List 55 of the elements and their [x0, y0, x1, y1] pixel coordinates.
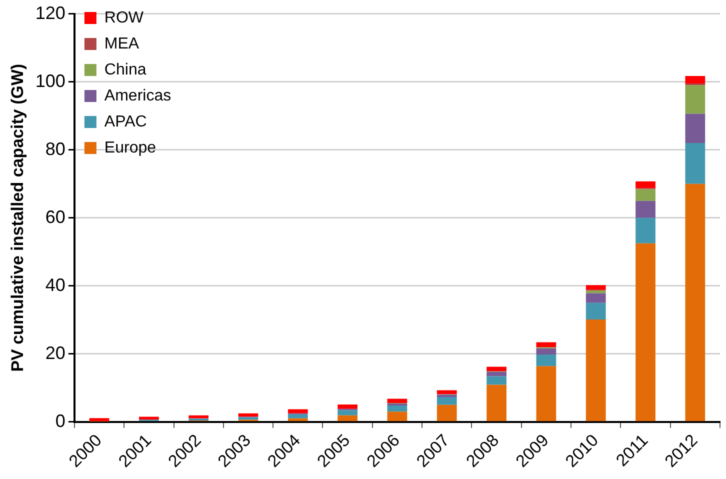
y-axis-title: PV cumulative installed capacity (GW): [8, 64, 27, 372]
bar: [685, 114, 706, 144]
bar: [685, 85, 706, 114]
legend-label: Americas: [104, 87, 172, 104]
bar: [486, 376, 506, 385]
bar: [586, 302, 606, 320]
y-tick-label: 0: [55, 410, 66, 431]
bar: [636, 218, 656, 244]
bar: [288, 418, 308, 422]
y-tick-label: 80: [45, 138, 66, 159]
bar: [288, 414, 308, 418]
bar: [387, 403, 408, 406]
bar: [536, 348, 556, 355]
legend-label: Europe: [104, 139, 156, 156]
bar: [586, 290, 606, 294]
bar: [338, 410, 358, 416]
bar: [586, 293, 606, 303]
bar: [188, 415, 209, 418]
bar: [586, 285, 606, 290]
y-tick-label: 120: [35, 2, 66, 23]
legend-label: MEA: [104, 35, 140, 52]
bar: [288, 409, 308, 414]
bar: [536, 342, 556, 348]
y-tick-label: 20: [45, 342, 66, 363]
y-tick-label: 100: [35, 70, 66, 91]
bar: [636, 189, 656, 201]
bar: [636, 200, 656, 218]
legend-label: APAC: [104, 113, 147, 130]
bar: [636, 243, 656, 422]
bar: [89, 418, 110, 422]
bar: [486, 366, 506, 372]
legend-label: China: [104, 61, 146, 78]
bar: [238, 417, 258, 420]
y-tick-label: 40: [45, 274, 66, 295]
bar: [338, 415, 358, 422]
bar: [338, 404, 358, 409]
bar: [536, 366, 556, 422]
bar: [436, 404, 457, 422]
bar: [586, 319, 606, 422]
bar: [636, 181, 656, 188]
bar: [387, 406, 408, 412]
bar: [685, 76, 706, 84]
bar: [436, 390, 457, 394]
bar: [436, 397, 457, 405]
bar: [436, 394, 457, 398]
bar: [486, 372, 506, 376]
y-tick-label: 60: [45, 206, 66, 227]
bar: [685, 184, 706, 422]
bar: [387, 412, 408, 422]
bar: [138, 416, 159, 420]
bar: [387, 398, 408, 404]
bar: [486, 384, 506, 422]
bar: [536, 354, 556, 366]
bar: [685, 143, 706, 184]
legend-label: ROW: [104, 9, 144, 26]
